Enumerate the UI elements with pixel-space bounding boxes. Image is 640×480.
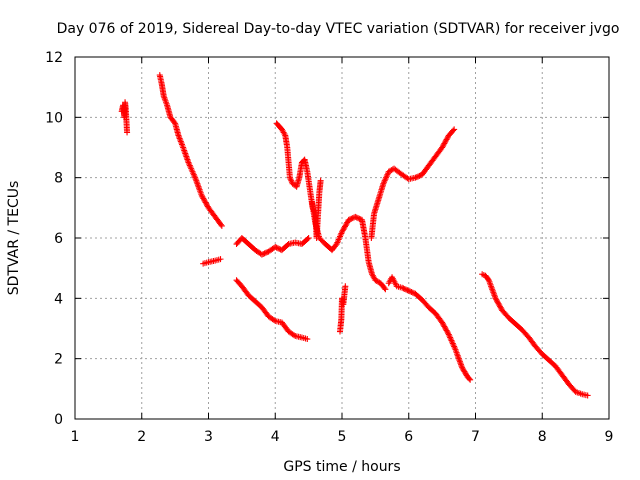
data-point (409, 289, 416, 296)
x-tick-label: 4 (271, 429, 280, 445)
data-point (416, 172, 423, 179)
data-point (403, 286, 410, 293)
data-point (260, 250, 267, 257)
y-tick-label: 8 (54, 171, 63, 187)
x-tick-label: 1 (71, 429, 80, 445)
data-point (408, 288, 415, 295)
data-point (218, 222, 225, 229)
x-tick-label: 7 (471, 429, 480, 445)
data-point (288, 177, 295, 184)
y-tick-label: 10 (45, 110, 63, 126)
data-points (118, 72, 591, 399)
data-point (342, 283, 349, 290)
y-tick-label: 4 (54, 291, 63, 307)
data-point (355, 215, 362, 222)
x-tick-label: 8 (538, 429, 547, 445)
data-point (356, 215, 363, 222)
data-point (217, 256, 224, 263)
data-point (345, 216, 352, 223)
data-point (467, 376, 474, 383)
x-tick-label: 2 (137, 429, 146, 445)
data-point (445, 330, 452, 337)
y-tick-label: 12 (45, 50, 63, 66)
data-point (171, 119, 178, 126)
data-point (349, 215, 356, 222)
data-point (270, 317, 277, 324)
data-point (415, 173, 422, 180)
data-point (261, 250, 268, 257)
chart-title: Day 076 of 2019, Sidereal Day-to-day VTE… (57, 21, 620, 37)
data-point (284, 242, 291, 249)
data-point (405, 287, 412, 294)
data-point (290, 332, 297, 339)
data-point (258, 251, 265, 258)
data-point (305, 235, 312, 241)
data-point (352, 213, 359, 220)
x-tick-label: 6 (404, 429, 413, 445)
data-point (375, 278, 382, 285)
data-point (304, 336, 311, 343)
data-point (466, 375, 473, 382)
data-point (348, 215, 355, 222)
data-point (399, 284, 406, 291)
x-tick-label: 5 (338, 429, 347, 445)
data-point (317, 177, 324, 184)
data-point (304, 236, 311, 243)
data-point (485, 276, 492, 283)
data-point (382, 286, 389, 293)
y-axis-label: SDTVAR / TECUs (6, 181, 22, 296)
y-tick-label: 6 (54, 231, 63, 247)
y-tick-labels: 0 2 4 6 8 10 12 (45, 50, 63, 428)
data-point (262, 249, 269, 256)
data-point (413, 174, 420, 181)
y-tick-label: 0 (54, 412, 63, 428)
data-point (272, 244, 279, 251)
data-point (584, 392, 591, 399)
data-point (124, 129, 131, 136)
data-point (401, 285, 408, 292)
data-point (412, 174, 419, 181)
x-tick-label: 9 (605, 429, 614, 445)
x-tick-label: 3 (204, 429, 213, 445)
x-tick-labels: 1 2 3 4 5 6 7 8 9 (71, 429, 614, 445)
data-point (400, 285, 407, 292)
plot-frame (74, 56, 610, 420)
data-point (353, 214, 360, 221)
data-point (347, 216, 354, 223)
data-point (381, 285, 388, 292)
x-axis-label: GPS time / hours (283, 459, 400, 475)
data-point (273, 244, 280, 251)
data-point (404, 287, 411, 294)
data-point (450, 127, 457, 134)
data-point (451, 126, 458, 133)
y-tick-label: 2 (54, 352, 63, 368)
data-point (407, 288, 414, 295)
data-point (217, 221, 224, 228)
data-point (274, 245, 281, 252)
